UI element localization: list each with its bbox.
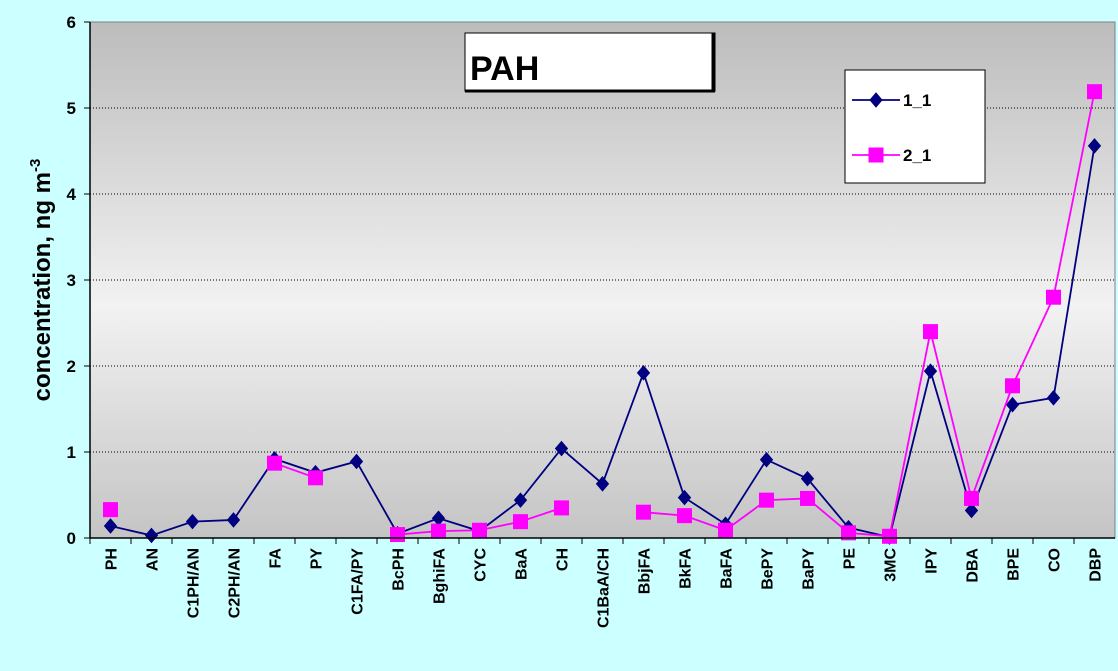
data-point [554,500,569,516]
data-point [103,518,118,534]
x-tick-label: C2PH/AN [227,548,244,618]
data-point [1005,378,1020,394]
data-point [923,363,938,379]
y-tick-label: 1 [67,443,76,462]
data-point [267,455,282,471]
y-axis-label: concentration, ng m-3 [27,159,56,402]
legend-label: 2_1 [903,146,931,165]
legend-label: 1_1 [903,91,931,110]
x-tick-label: FA [268,548,285,569]
legend-box [844,69,986,184]
y-tick-label: 5 [67,99,76,118]
data-point [923,324,938,340]
data-point [759,451,774,468]
data-point [677,489,692,506]
data-point [841,525,856,541]
data-point [144,527,159,544]
data-point [636,365,651,381]
y-tick-label: 2 [67,357,76,376]
data-point [1046,390,1061,406]
data-point [431,523,446,539]
x-tick-label: BkFA [678,548,695,589]
data-point [390,527,405,543]
data-point [1087,138,1102,154]
y-tick-label: 3 [67,271,76,290]
x-tick-label: BaA [514,548,531,580]
x-tick-label: 3MC [883,548,900,582]
data-point [677,508,692,524]
x-tick-label: PE [842,548,859,570]
data-point [800,490,815,506]
data-point [882,528,897,544]
data-point [1005,396,1020,413]
x-tick-label: BePY [760,548,777,590]
data-point [103,502,118,518]
x-tick-label: BcPH [391,548,408,591]
title-box [464,32,716,92]
data-point [964,490,979,506]
series-layer [103,84,1102,545]
data-point [185,513,200,530]
x-tick-label: C1BaA/CH [596,548,613,628]
x-tick-label: BaFA [719,548,736,589]
x-tick-label: C1PH/AN [186,548,203,618]
data-point [226,512,241,528]
x-tick-label: CH [555,548,572,571]
data-point [472,522,487,538]
x-tick-label: IPY [924,548,941,574]
data-point [800,470,815,487]
x-tick-label: C1FA/PY [350,548,367,615]
data-point [595,476,610,492]
y-axis-label-text: concentration, ng m [29,172,56,401]
data-point [513,514,528,530]
y-tick-label: 4 [67,185,77,204]
x-tick-label: DBP [1088,548,1105,582]
data-point [759,492,774,508]
x-tick-label: BaPY [801,548,818,590]
data-point [308,470,323,486]
data-point [513,492,528,508]
data-point [349,453,364,470]
y-tick-label: 6 [67,13,76,32]
legend-marker [868,147,884,163]
x-tick-label: BPE [1006,548,1023,581]
data-point [1087,84,1102,100]
x-tick-label: CO [1047,548,1064,572]
y-tick-label: 0 [67,529,76,548]
x-tick-label: CYC [473,548,490,582]
x-tick-label: BghiFA [432,548,449,604]
x-tick-label: PH [104,548,121,570]
data-point [554,440,569,457]
data-point [718,522,733,538]
chart-title: PAH [470,50,539,88]
x-tick-label: AN [145,548,162,571]
data-point [1046,289,1061,305]
x-tick-label: BbjFA [637,548,654,595]
data-point [964,502,979,519]
legend-marker [869,92,883,108]
x-tick-label: PY [309,548,326,570]
x-tick-label: DBA [965,548,982,583]
data-point [636,504,651,520]
y-axis-label-sup: -3 [27,159,44,172]
